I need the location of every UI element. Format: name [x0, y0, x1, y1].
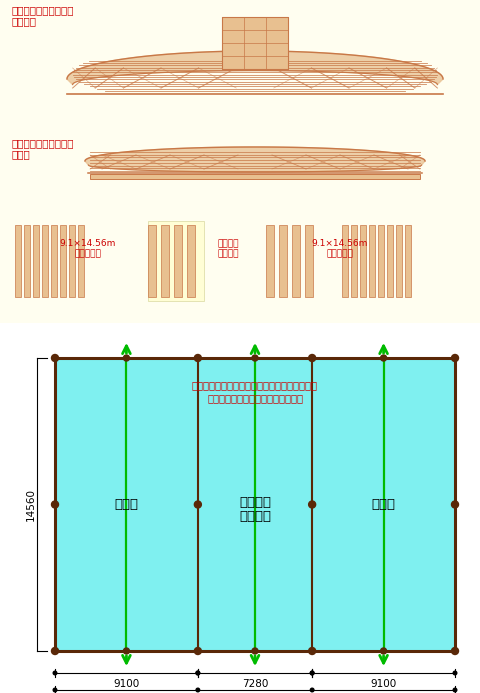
Bar [0, 0, 480, 323]
Text: オープン
スペース: オープン スペース [217, 239, 239, 258]
Circle shape [252, 355, 258, 361]
Bar [24, 225, 30, 297]
Circle shape [51, 647, 59, 654]
Circle shape [452, 647, 458, 654]
Circle shape [453, 688, 457, 692]
Circle shape [311, 672, 314, 675]
Circle shape [51, 355, 59, 362]
Circle shape [452, 355, 458, 362]
Bar [0, 323, 480, 693]
Bar [148, 225, 156, 297]
Circle shape [452, 501, 458, 508]
Text: 9100: 9100 [113, 679, 140, 689]
Bar [378, 225, 384, 297]
Circle shape [309, 355, 316, 362]
Circle shape [196, 688, 200, 692]
Text: 平面のフレキシビリティーを高める: 平面のフレキシビリティーを高める [207, 393, 303, 403]
Text: 7280: 7280 [242, 679, 268, 689]
Circle shape [51, 501, 59, 508]
Text: 9100: 9100 [371, 679, 396, 689]
Bar [292, 225, 300, 297]
Bar [396, 225, 402, 297]
Bar [351, 225, 357, 297]
Circle shape [381, 648, 386, 654]
Polygon shape [85, 147, 425, 172]
Circle shape [53, 672, 57, 675]
Bar [387, 225, 393, 297]
Bar [174, 225, 182, 297]
Bar [78, 225, 84, 297]
Circle shape [196, 672, 200, 675]
Circle shape [53, 688, 57, 692]
Text: 9.1×14.56m
の無柱空間: 9.1×14.56m の無柱空間 [60, 239, 116, 258]
Text: アーチ型合成梁による: アーチ型合成梁による [12, 138, 74, 148]
Text: 木造ラーメンフレームにより構造要素を整理し: 木造ラーメンフレームにより構造要素を整理し [192, 380, 318, 390]
Circle shape [252, 648, 258, 654]
Polygon shape [67, 51, 443, 85]
Bar [42, 225, 48, 297]
Bar [342, 225, 348, 297]
Bar [266, 225, 274, 297]
Circle shape [123, 355, 130, 361]
Bar [69, 225, 75, 297]
Text: 14560: 14560 [26, 488, 36, 521]
Bar [148, 221, 204, 301]
Bar [51, 225, 57, 297]
Bar [222, 17, 288, 69]
Circle shape [311, 672, 314, 675]
Bar [55, 358, 455, 651]
Circle shape [453, 672, 457, 675]
Circle shape [196, 672, 200, 675]
Bar [187, 225, 195, 297]
Circle shape [123, 648, 130, 654]
Circle shape [194, 501, 201, 508]
Circle shape [311, 688, 314, 692]
Text: 屋根構造: 屋根構造 [12, 16, 37, 26]
Bar [15, 225, 21, 297]
Text: アーチ型合成梁による: アーチ型合成梁による [12, 5, 74, 15]
Text: オープン
スペース: オープン スペース [239, 495, 271, 523]
Bar [90, 174, 420, 179]
Circle shape [309, 647, 316, 654]
Circle shape [194, 355, 201, 362]
Bar [33, 225, 39, 297]
Text: 9.1×14.56m
の無柱空間: 9.1×14.56m の無柱空間 [312, 239, 368, 258]
Circle shape [381, 355, 386, 361]
Bar [360, 225, 366, 297]
Text: 研究室: 研究室 [372, 498, 396, 511]
Bar [161, 225, 169, 297]
Bar [279, 225, 287, 297]
Bar [305, 225, 313, 297]
Circle shape [309, 501, 316, 508]
Text: 床構造: 床構造 [12, 149, 31, 159]
Bar [369, 225, 375, 297]
Text: 教員室: 教員室 [114, 498, 138, 511]
Bar [60, 225, 66, 297]
Circle shape [194, 647, 201, 654]
Bar [405, 225, 411, 297]
